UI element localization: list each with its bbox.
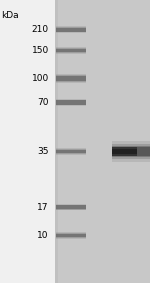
Text: 70: 70 [37, 98, 49, 107]
Bar [56, 100, 86, 105]
Text: 10: 10 [37, 231, 49, 240]
Bar [56, 26, 86, 33]
Bar [137, 147, 150, 156]
Text: 210: 210 [32, 25, 49, 34]
Bar [112, 149, 137, 154]
Bar [56, 205, 86, 209]
Text: kDa: kDa [2, 11, 19, 20]
Bar [112, 146, 150, 157]
Bar [56, 149, 86, 154]
Text: 150: 150 [32, 46, 49, 55]
Bar [56, 28, 86, 31]
Text: 17: 17 [37, 203, 49, 212]
Text: 100: 100 [32, 74, 49, 83]
Bar [112, 147, 150, 156]
Bar [56, 75, 86, 82]
Bar [56, 27, 86, 32]
Bar [56, 149, 86, 153]
Bar [56, 98, 86, 106]
Bar [56, 47, 86, 54]
Bar [56, 76, 86, 81]
Bar [56, 233, 86, 238]
Bar [56, 205, 86, 209]
Bar [56, 204, 86, 211]
Bar [55, 0, 150, 283]
Bar [56, 74, 86, 83]
Bar [112, 144, 150, 159]
Text: 35: 35 [37, 147, 49, 156]
Bar [112, 141, 150, 162]
Bar [56, 148, 86, 155]
Bar [56, 49, 86, 52]
Bar [56, 48, 86, 53]
Bar [55, 0, 58, 283]
Bar [56, 232, 86, 239]
Bar [0, 0, 55, 283]
Bar [56, 234, 86, 237]
Bar [56, 100, 86, 104]
